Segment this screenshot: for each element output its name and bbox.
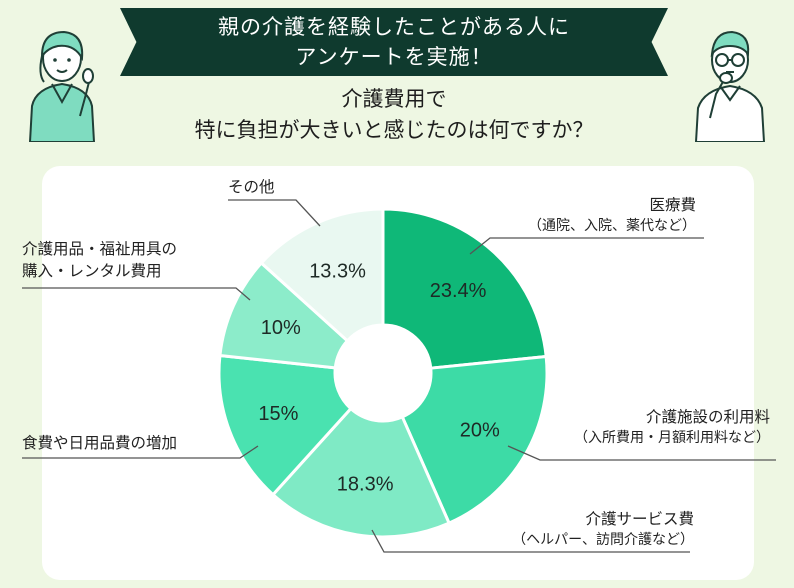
label-service-title: 介護サービス費 xyxy=(585,510,694,528)
label-medical-sub: （通院、入院、薬代など） xyxy=(528,218,696,234)
leader-service xyxy=(371,529,690,553)
label-other-title: その他 xyxy=(228,178,275,196)
label-goods-title-2: 購入・レンタル費用 xyxy=(22,262,162,280)
slice-service xyxy=(270,406,452,539)
label-facility: 介護施設の利用料 （入所費用・月額利用料など） xyxy=(574,406,770,448)
label-other: その他 xyxy=(228,176,275,198)
label-facility-sub: （入所費用・月額利用料など） xyxy=(574,430,770,446)
leader-goods xyxy=(22,287,251,301)
value-label-medical: 23.4% xyxy=(430,280,487,302)
leader-medical xyxy=(469,237,704,255)
label-service: 介護サービス費 （ヘルパー、訪問介護など） xyxy=(512,508,694,550)
value-label-goods: 10% xyxy=(261,317,301,339)
label-goods-title: 介護用品・福祉用具の xyxy=(22,240,178,258)
slice-food xyxy=(217,353,353,497)
thinking-man-illustration xyxy=(694,30,766,142)
leader-food xyxy=(22,445,259,459)
value-label-other: 13.3% xyxy=(309,261,366,283)
label-food: 食費や日用品費の増加 xyxy=(22,432,177,454)
value-label-facility: 20% xyxy=(460,419,500,441)
pointing-woman-illustration xyxy=(28,30,96,142)
slice-medical xyxy=(381,207,548,370)
banner-line-1: 親の介護を経験したことがある人に xyxy=(218,15,570,39)
value-label-service: 18.3% xyxy=(337,474,394,496)
slice-facility xyxy=(400,354,549,526)
survey-question: 介護費用で 特に負担が大きいと感じたのは何ですか？ xyxy=(120,84,668,146)
banner-line-2: アンケートを実施！ xyxy=(295,45,493,69)
value-label-food: 15% xyxy=(258,403,298,425)
question-line-2: 特に負担が大きいと感じたのは何ですか？ xyxy=(194,118,594,142)
label-medical-title: 医療費 xyxy=(649,196,696,214)
label-medical: 医療費 （通院、入院、薬代など） xyxy=(528,194,696,236)
headline-banner: 親の介護を経験したことがある人に アンケートを実施！ xyxy=(120,8,668,76)
question-line-1: 介護費用で xyxy=(341,87,447,111)
label-facility-title: 介護施設の利用料 xyxy=(645,408,770,426)
leader-facility xyxy=(507,445,776,461)
label-service-sub: （ヘルパー、訪問介護など） xyxy=(512,532,694,548)
label-goods: 介護用品・福祉用具の 購入・レンタル費用 xyxy=(22,238,177,282)
leader-other xyxy=(228,199,321,227)
slice-other xyxy=(259,207,385,343)
label-food-title: 食費や日用品費の増加 xyxy=(22,434,178,452)
